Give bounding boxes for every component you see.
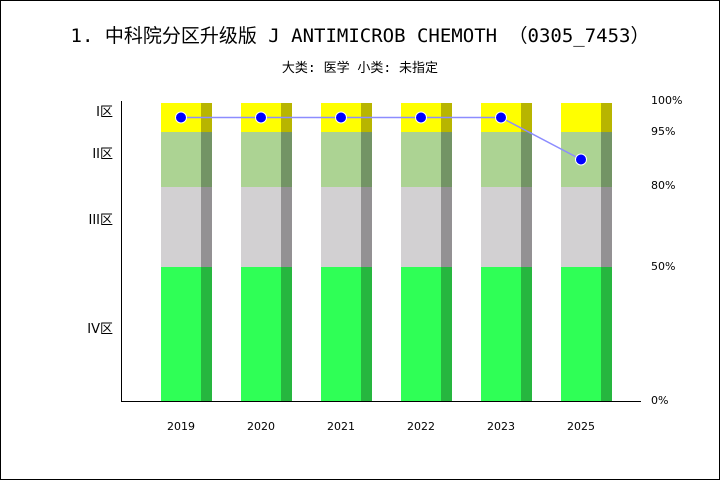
bar-segment-2020 bbox=[241, 267, 281, 401]
zone-label: IV区 bbox=[87, 322, 113, 337]
bar-shade-2020 bbox=[281, 132, 292, 187]
bar-shade-2021 bbox=[361, 267, 372, 401]
bar-segment-2025 bbox=[561, 187, 601, 267]
bar-segment-2020 bbox=[241, 187, 281, 267]
bar-shade-2022 bbox=[441, 187, 452, 267]
x-tick-label: 2019 bbox=[167, 420, 195, 433]
bar-shade-2023 bbox=[521, 267, 532, 401]
x-tick-label: 2020 bbox=[247, 420, 275, 433]
data-point-2020 bbox=[255, 111, 267, 124]
x-tick-label: 2021 bbox=[327, 420, 355, 433]
bar-shade-2019 bbox=[201, 132, 212, 187]
bar-segment-2019 bbox=[161, 187, 201, 267]
bar-shade-2020 bbox=[281, 187, 292, 267]
bar-shade-2023 bbox=[521, 187, 532, 267]
bar-shade-2023 bbox=[521, 132, 532, 187]
bar-segment-2025 bbox=[561, 267, 601, 401]
bar-shade-2021 bbox=[361, 132, 372, 187]
bar-shade-2023 bbox=[521, 103, 532, 132]
bar-shade-2020 bbox=[281, 267, 292, 401]
y-tick-label: 100% bbox=[651, 94, 682, 107]
x-tick-label: 2023 bbox=[487, 420, 515, 433]
y-tick-label: 95% bbox=[651, 125, 675, 138]
bar-segment-2023 bbox=[481, 187, 521, 267]
bar-segment-2021 bbox=[321, 187, 361, 267]
bar-shade-2025 bbox=[601, 187, 612, 267]
bar-segment-2020 bbox=[241, 132, 281, 187]
bar-shade-2025 bbox=[601, 132, 612, 187]
bar-shade-2022 bbox=[441, 267, 452, 401]
bar-shade-2022 bbox=[441, 132, 452, 187]
bar-shade-2025 bbox=[601, 103, 612, 132]
bar-segment-2023 bbox=[481, 132, 521, 187]
data-point-2022 bbox=[415, 111, 427, 124]
y-tick-label: 80% bbox=[651, 179, 675, 192]
zone-label: II区 bbox=[92, 147, 113, 162]
x-tick-label: 2022 bbox=[407, 420, 435, 433]
x-tick-label: 2025 bbox=[567, 420, 595, 433]
data-point-2019 bbox=[175, 111, 187, 124]
chart-subtitle: 大类: 医学 小类: 未指定 bbox=[281, 61, 439, 76]
bar-shade-2025 bbox=[601, 267, 612, 401]
data-point-2023 bbox=[495, 111, 507, 124]
data-point-2021 bbox=[335, 111, 347, 124]
bar-segment-2022 bbox=[401, 132, 441, 187]
bar-shade-2019 bbox=[201, 267, 212, 401]
bar-segment-2019 bbox=[161, 132, 201, 187]
bar-segment-2025 bbox=[561, 103, 601, 132]
bar-shade-2021 bbox=[361, 187, 372, 267]
bar-segment-2021 bbox=[321, 132, 361, 187]
series-line bbox=[181, 116, 582, 161]
bar-segment-2022 bbox=[401, 187, 441, 267]
bar-shade-2019 bbox=[201, 187, 212, 267]
y-tick-label: 0% bbox=[651, 394, 668, 407]
bar-segment-2019 bbox=[161, 267, 201, 401]
data-point-2025 bbox=[575, 153, 587, 166]
bar-segment-2022 bbox=[401, 267, 441, 401]
chart-title: 1. 中科院分区升级版 J ANTIMICROB CHEMOTH （0305_7… bbox=[70, 25, 650, 47]
y-tick-label: 50% bbox=[651, 260, 675, 273]
zone-label: III区 bbox=[88, 213, 113, 228]
bar-segment-2023 bbox=[481, 267, 521, 401]
bar-segment-2021 bbox=[321, 267, 361, 401]
zone-label: I区 bbox=[96, 105, 113, 120]
